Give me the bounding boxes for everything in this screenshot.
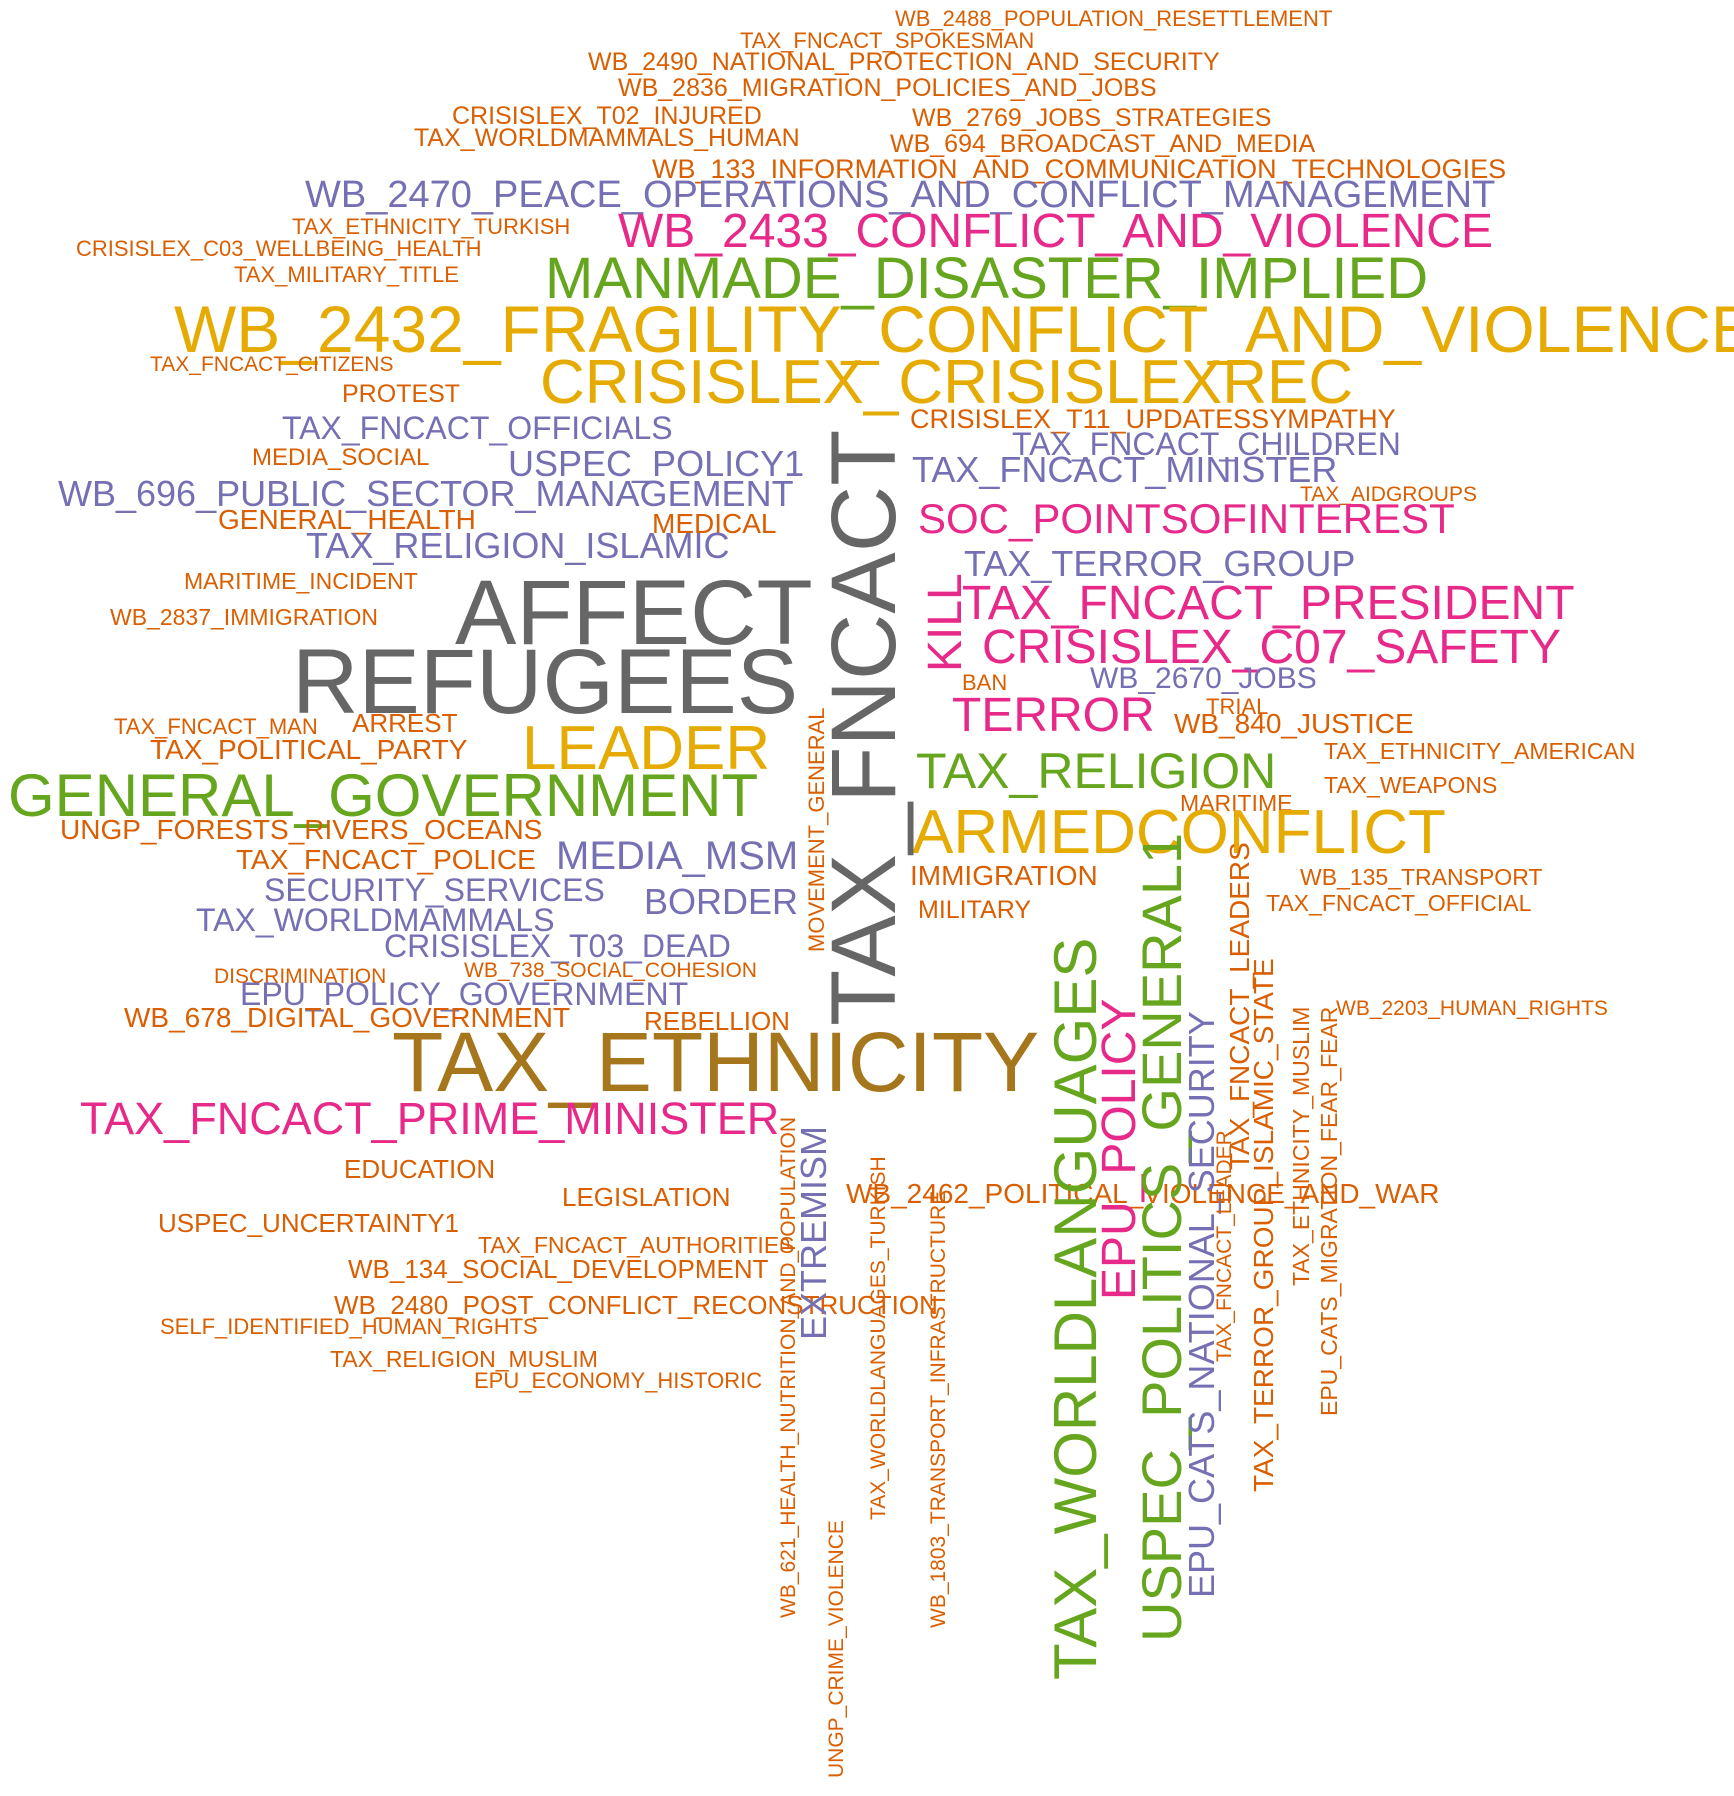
word: TAX_FNCACT <box>813 429 915 1026</box>
word: EPU_ECONOMY_HISTORIC <box>474 1368 763 1393</box>
word: MEDIA_SOCIAL <box>252 444 430 471</box>
word: WB_133_INFORMATION_AND_COMMUNICATION_TEC… <box>652 154 1507 184</box>
word: TAX_FNCACT_MAN <box>114 714 318 739</box>
word: TAX_FNCACT_AUTHORITIES <box>478 1232 795 1258</box>
word: WB_840_JUSTICE <box>1174 708 1414 739</box>
word: REBELLION <box>644 1006 790 1036</box>
word: CRISISLEX_T11_UPDATESSYMPATHY <box>910 404 1396 434</box>
word: CRISISLEX_T03_DEAD <box>384 928 731 964</box>
word: TAX_POLITICAL_PARTY <box>150 734 468 765</box>
word: TAX_FNCACT_CITIZENS <box>150 353 394 376</box>
word: TRIAL <box>1206 694 1269 719</box>
word: WB_2490_NATIONAL_PROTECTION_AND_SECURITY <box>588 48 1220 76</box>
word: CRISISLEX_CRISISLEXREC <box>540 348 1354 417</box>
word: MEDIA_MSM <box>556 834 799 878</box>
word: MARITIME <box>1180 790 1293 816</box>
word: WB_134_SOCIAL_DEVELOPMENT <box>348 1254 769 1284</box>
word: EDUCATION <box>344 1154 496 1184</box>
word: TAX_WORLDMAMMALS <box>196 902 555 938</box>
word: ARREST <box>352 708 458 738</box>
word: SECURITY_SERVICES <box>264 872 605 908</box>
word: MILITARY <box>918 896 1031 924</box>
word: TAX_FNCACT_OFFICIALS <box>282 410 673 446</box>
word: TAX_ETHNICITY_MUSLIM <box>1288 1006 1314 1286</box>
word: TAX_FNCACT_CHILDREN <box>1012 426 1401 462</box>
word: TAX_RELIGION <box>916 743 1277 799</box>
word: WB_2769_JOBS_STRATEGIES <box>912 104 1272 132</box>
word: PROTEST <box>342 380 461 408</box>
word: WB_696_PUBLIC_SECTOR_MANAGEMENT <box>58 473 794 514</box>
word: CRISISLEX_T02_INJURED <box>452 102 762 130</box>
word: TAX_FNCACT_POLICE <box>236 844 536 875</box>
word: MARITIME_INCIDENT <box>184 568 418 594</box>
word: LEADER <box>522 714 771 783</box>
word: WB_2836_MIGRATION_POLICIES_AND_JOBS <box>618 74 1157 102</box>
word: TAX_ETHNICITY <box>392 1015 1040 1109</box>
word: WB_2470_PEACE_OPERATIONS_AND_CONFLICT_MA… <box>305 174 1496 216</box>
word: TAX_WEAPONS <box>1324 772 1498 798</box>
word: BAN <box>962 670 1008 695</box>
word: TERROR <box>952 689 1155 742</box>
word: TAX_WORLDLANGUAGES_TURKISH <box>867 1156 890 1520</box>
word: EPU_CATS_MIGRATION_FEAR_FEAR <box>1316 1006 1342 1416</box>
word: WB_2837_IMMIGRATION <box>110 604 378 630</box>
word: BORDER <box>644 881 799 922</box>
word: IMMIGRATION <box>910 860 1098 891</box>
word: WB_2203_HUMAN_RIGHTS <box>1336 997 1608 1020</box>
word: TAX_RELIGION_MUSLIM <box>330 1346 598 1372</box>
word: UNGP_CRIME_VIOLENCE <box>825 1520 848 1778</box>
word: WB_2480_POST_CONFLICT_RECONSTRUCTION <box>334 1290 938 1320</box>
word: TAX_WORLDMAMMALS_HUMAN <box>414 124 800 152</box>
word: TAX_MILITARY_TITLE <box>234 262 459 287</box>
word: TAX_FNCACT_LEADER <box>1213 1130 1236 1362</box>
word: CRISISLEX_C07_SAFETY <box>982 621 1561 674</box>
word: GENERAL_HEALTH <box>218 504 476 535</box>
word: WB_738_SOCIAL_COHESION <box>464 959 757 982</box>
word: WB_1803_TRANSPORT_INFRASTRUCTURE <box>927 1190 950 1628</box>
word: UNGP_FORESTS_RIVERS_OCEANS <box>60 814 543 845</box>
word: MANMADE_DISASTER_IMPLIED <box>545 246 1429 311</box>
word: WB_694_BROADCAST_AND_MEDIA <box>890 130 1316 158</box>
word: EXTREMISM <box>793 1125 834 1340</box>
word: TAX_FNCACT_OFFICIAL <box>1266 890 1532 916</box>
word: MOVEMENT_GENERAL <box>804 707 829 953</box>
word: REFUGEES <box>292 631 799 733</box>
word: USPEC_POLICY1 <box>508 443 805 484</box>
word: WB_135_TRANSPORT <box>1300 864 1543 890</box>
word: WB_678_DIGITAL_GOVERNMENT <box>124 1002 571 1033</box>
word: LEGISLATION <box>562 1182 731 1212</box>
word: TAX_ETHNICITY_TURKISH <box>292 214 571 239</box>
word: TAX_FNCACT_PRIME_MINISTER <box>80 1093 780 1144</box>
word: SOC_POINTSOFINTEREST <box>918 495 1455 542</box>
word: WB_621_HEALTH_NUTRITION_AND_POPULATION <box>777 1116 800 1618</box>
word: TAX_FNCACT_SPOKESMAN <box>740 28 1035 53</box>
word: DISCRIMINATION <box>214 965 387 988</box>
word: MEDICAL <box>652 508 777 539</box>
word: TAX_AIDGROUPS <box>1300 483 1477 506</box>
word: EPU_POLICY_GOVERNMENT <box>240 976 689 1012</box>
word: WB_2670_JOBS <box>1090 662 1317 695</box>
word: TAX_ETHNICITY_AMERICAN <box>1324 738 1636 764</box>
word: SELF_IDENTIFIED_HUMAN_RIGHTS <box>160 1314 538 1339</box>
word: WB_2462_POLITICAL_VIOLENCE_AND_WAR <box>846 1178 1440 1209</box>
word: WB_2433_CONFLICT_AND_VIOLENCE <box>618 205 1493 258</box>
word: TAX_FNCACT_PRESIDENT <box>962 577 1575 630</box>
word: WB_2488_POPULATION_RESETTLEMENT <box>895 6 1333 31</box>
word: ARMEDCONFLICT <box>912 798 1446 867</box>
word: AFFECT <box>455 562 813 664</box>
word: CRISISLEX_C03_WELLBEING_HEALTH <box>76 236 482 261</box>
word: KILL <box>919 573 972 672</box>
word: TAX_FNCACT_MINISTER <box>912 449 1338 490</box>
word: TAX_TERROR_GROUP <box>964 543 1356 584</box>
word: USPEC_UNCERTAINTY1 <box>158 1208 459 1238</box>
word: TAX_TERROR_GROUP_ISLAMIC_STATE <box>1248 958 1279 1492</box>
word: WB_2432_FRAGILITY_CONFLICT_AND_VIOLENCE <box>174 292 1734 366</box>
word: GENERAL_GOVERNMENT <box>8 762 759 829</box>
word: TAX_RELIGION_ISLAMIC <box>306 525 730 566</box>
